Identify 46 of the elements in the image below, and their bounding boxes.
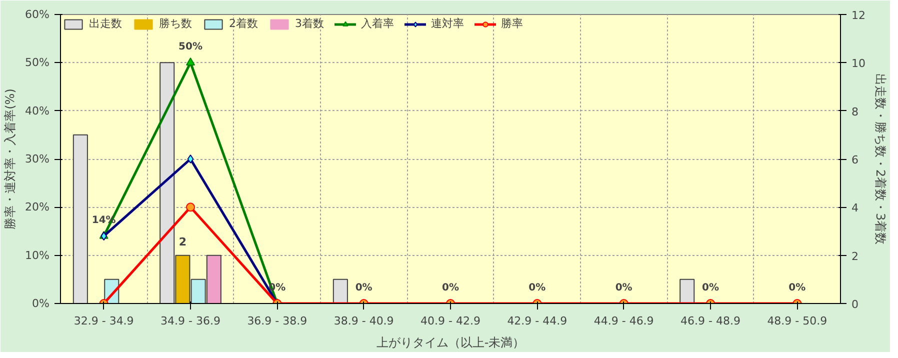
data-label: 2 xyxy=(178,235,187,248)
bar xyxy=(72,134,88,304)
x-tick-label: 46.9 - 48.9 xyxy=(680,314,740,328)
data-label: 0% xyxy=(355,282,372,294)
y-tick-label: 60% xyxy=(25,8,50,21)
bar xyxy=(680,278,695,304)
y2-tick-label: 0 xyxy=(852,298,858,311)
data-label: 0% xyxy=(528,282,546,294)
y2-tick-label: 2 xyxy=(852,250,858,263)
bar xyxy=(332,278,348,304)
legend-label: 勝ち数 xyxy=(159,16,192,31)
point xyxy=(186,202,195,212)
data-label: 50% xyxy=(178,42,202,53)
y-tick-label: 10% xyxy=(25,248,50,262)
y-tick-label: 30% xyxy=(25,152,50,166)
y-tick-label: 40% xyxy=(25,104,50,118)
legend-label: 3着数 xyxy=(295,16,324,31)
y-tick-label: 0% xyxy=(32,297,50,310)
y2-tick-label: 10 xyxy=(852,57,866,70)
data-label: 0% xyxy=(442,282,459,294)
y2-tick-label: 4 xyxy=(852,202,858,215)
data-label: 0% xyxy=(702,282,719,294)
y-axis-title: 勝率・連対率・入着率(%) xyxy=(3,88,18,230)
y2-tick-label: 12 xyxy=(852,9,866,22)
y2-tick-label: 6 xyxy=(852,154,858,166)
x-tick-label: 38.9 - 40.9 xyxy=(334,314,394,328)
x-tick-label: 34.9 - 36.9 xyxy=(160,314,220,328)
legend-label: 連対率 xyxy=(431,16,464,31)
point xyxy=(187,154,194,164)
legend-label: 入着率 xyxy=(361,16,394,31)
y-tick-label: 20% xyxy=(25,200,50,214)
x-axis-title: 上がりタイム（以上-未満） xyxy=(376,336,525,350)
x-tick-label: 40.9 - 42.9 xyxy=(420,314,480,328)
x-tick-label: 44.9 - 46.9 xyxy=(594,314,654,328)
data-label: 0% xyxy=(788,282,806,294)
x-tick-label: 48.9 - 50.9 xyxy=(767,314,828,328)
y-tick-label: 50% xyxy=(25,56,50,70)
legend-label: 勝率 xyxy=(501,16,523,31)
x-tick-label: 36.9 - 38.9 xyxy=(247,314,308,328)
x-tick-label: 42.9 - 44.9 xyxy=(507,314,568,328)
data-label: 0% xyxy=(615,282,632,294)
y2-axis-title: 出走数・勝ち数・2着数・3着数 xyxy=(873,73,888,245)
legend-label: 出走数 xyxy=(89,16,122,31)
x-tick-label: 32.9 - 34.9 xyxy=(74,314,134,328)
y2-tick-label: 8 xyxy=(852,105,858,118)
legend-label: 2着数 xyxy=(229,16,258,31)
